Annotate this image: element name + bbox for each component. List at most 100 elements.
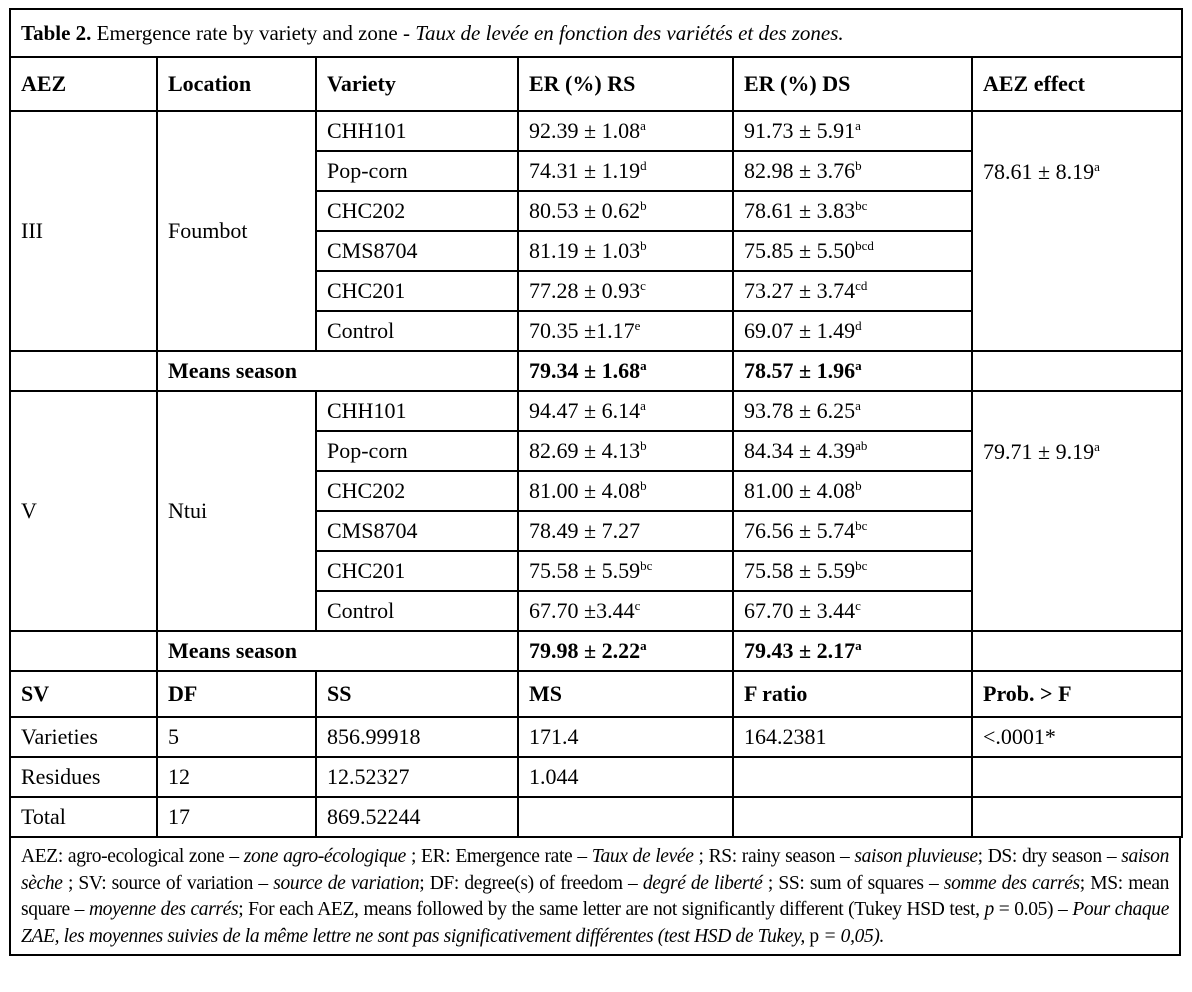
er-rs-cell: 82.69 ± 4.13b — [517, 430, 734, 472]
means-season-label-text: Means season — [168, 638, 297, 663]
caption-english: Emergence rate by variety and zone - — [91, 21, 416, 45]
anova-cell: 17 — [156, 796, 317, 838]
er-ds-cell-text: 69.07 ± 1.49 — [744, 318, 856, 343]
means-season-row: Means season 79.98 ± 2.22a 79.43 ± 2.17a — [9, 630, 1184, 672]
anova-cell — [517, 796, 734, 838]
footnote-french-text: moyenne des carrés — [88, 899, 239, 920]
variety-cell: CMS8704 — [315, 230, 519, 272]
means-season-label: Means season — [156, 350, 519, 392]
variety-cell-text: CHH101 — [327, 398, 407, 423]
significance-letter: a — [640, 638, 647, 653]
anova-cell-text: Total — [21, 804, 66, 829]
er-ds-cell-text: 75.58 ± 5.59 — [744, 558, 856, 583]
column-header: ER (%) RS — [517, 56, 734, 112]
anova-header-row: SV DF SS MS F ratio Prob. > F — [9, 670, 1184, 718]
caption-french: Taux de levée en fonction des variétés e… — [415, 21, 844, 45]
er-ds-cell: 93.78 ± 6.25a — [732, 390, 973, 432]
footnote-french-text: degré de liberté — [642, 872, 763, 894]
column-header: ER (%) DS — [732, 56, 973, 112]
column-header-text: AEZ effect — [983, 71, 1086, 96]
er-rs-cell: 74.31 ± 1.19d — [517, 150, 734, 192]
er-ds-cell: 75.85 ± 5.50bcd — [732, 230, 973, 272]
footnote-text: ; DF: degree(s) of freedom – — [419, 872, 643, 894]
anova-cell — [970, 796, 1184, 838]
variety-cell-text: CHC201 — [327, 558, 406, 583]
er-rs-cell-text: 82.69 ± 4.13 — [529, 438, 641, 463]
anova-cell: Residues — [9, 756, 158, 798]
significance-letter: c — [634, 598, 641, 613]
table-footnote: AEZ: agro-ecological zone – zone agro-éc… — [9, 838, 1181, 956]
anova-cell-text: 869.52244 — [327, 804, 421, 829]
significance-letter: e — [634, 318, 641, 333]
er-rs-cell-text: 74.31 ± 1.19 — [529, 158, 641, 183]
variety-cell: Pop-corn — [315, 430, 519, 472]
table-row: V Ntui CHH101 94.47 ± 6.14a 93.78 ± 6.25a 79.… — [9, 390, 1184, 632]
variety-cell: Control — [315, 310, 519, 352]
mean-rs-cell: 79.98 ± 2.22a — [517, 630, 734, 672]
anova-column-header-text: MS — [529, 681, 562, 706]
er-rs-cell-text: 67.70 ±3.44 — [529, 598, 635, 623]
anova-row: Residues 12 12.52327 1.044 — [9, 756, 1184, 798]
footnote-french-text: source de variation — [273, 872, 420, 894]
anova-cell-text: 17 — [168, 804, 190, 829]
variety-cell-text: CMS8704 — [327, 238, 418, 263]
aez-effect-cell: 79.71 ± 9.19a — [970, 390, 1184, 511]
aez-effect-empty-cell — [970, 231, 1184, 352]
anova-column-header-text: F ratio — [744, 681, 808, 706]
anova-column-header: F ratio — [732, 670, 973, 718]
table-caption: Table 2. Emergence rate by variety and z… — [8, 8, 1184, 58]
anova-cell-text: 856.99918 — [327, 724, 421, 749]
significance-letter: bc — [855, 558, 868, 573]
location-cell-text: Ntui — [168, 498, 208, 523]
er-rs-cell-text: 75.58 ± 5.59 — [529, 558, 641, 583]
significance-letter: bcd — [855, 238, 874, 253]
empty-cell — [9, 630, 158, 672]
er-rs-cell: 77.28 ± 0.93c — [517, 270, 734, 312]
anova-column-header: SV — [9, 670, 158, 718]
variety-cell: CHH101 — [315, 390, 519, 432]
anova-cell: 1.044 — [517, 756, 734, 798]
variety-cell: CHC202 — [315, 470, 519, 512]
footnote-french-text: Pour chaque ZAE, les moyennes suivies de… — [21, 899, 1169, 947]
anova-column-header: MS — [517, 670, 734, 718]
footnote-french-text: saison sèche — [21, 846, 1169, 894]
er-ds-cell: 82.98 ± 3.76b — [732, 150, 973, 192]
er-ds-cell: 69.07 ± 1.49d — [732, 310, 973, 352]
anova-cell: <.0001* — [970, 716, 1184, 758]
anova-cell — [732, 796, 973, 838]
column-header: Location — [156, 56, 317, 112]
table-row: Control 67.70 ±3.44c 67.70 ± 3.44c — [10, 590, 1182, 632]
significance-letter: b — [855, 478, 862, 493]
significance-letter: a — [640, 118, 646, 133]
significance-letter: d — [855, 318, 862, 333]
anova-cell: 856.99918 — [315, 716, 519, 758]
table-row: CHC201 75.58 ± 5.59bc 75.58 ± 5.59bc — [10, 550, 1182, 592]
variety-cell-text: CHH101 — [327, 118, 407, 143]
variety-cell-text: CHC201 — [327, 278, 406, 303]
anova-cell: 171.4 — [517, 716, 734, 758]
variety-cell-text: Pop-corn — [327, 438, 408, 463]
significance-letter: b — [855, 158, 862, 173]
aez-cell-text: III — [21, 218, 43, 243]
anova-cell: Total — [9, 796, 158, 838]
mean-ds-cell: 79.43 ± 2.17a — [732, 630, 973, 672]
anova-cell: 12.52327 — [315, 756, 519, 798]
significance-letter: ab — [855, 438, 868, 453]
mean-rs-cell-text: 79.34 ± 1.68 — [529, 358, 641, 383]
significance-letter: c — [855, 598, 861, 613]
anova-column-header-text: SS — [327, 681, 352, 706]
mean-ds-cell-text: 78.57 ± 1.96 — [744, 358, 856, 383]
er-ds-cell: 67.70 ± 3.44c — [732, 590, 973, 632]
empty-cell — [970, 630, 1184, 672]
table-row: Pop-corn 74.31 ± 1.19d 82.98 ± 3.76b — [10, 150, 1182, 192]
er-rs-cell-text: 78.49 ± 7.27 — [529, 518, 641, 543]
variety-cell: CHH101 — [315, 110, 519, 152]
variety-cell-text: Pop-corn — [327, 158, 408, 183]
er-rs-cell: 70.35 ±1.17e — [517, 310, 734, 352]
location-cell: Foumbot — [156, 110, 317, 352]
significance-letter: cd — [855, 278, 868, 293]
er-ds-cell-text: 75.85 ± 5.50 — [744, 238, 856, 263]
er-rs-cell: 92.39 ± 1.08a — [517, 110, 734, 152]
means-season-label-text: Means season — [168, 358, 297, 383]
er-rs-cell-text: 81.00 ± 4.08 — [529, 478, 641, 503]
